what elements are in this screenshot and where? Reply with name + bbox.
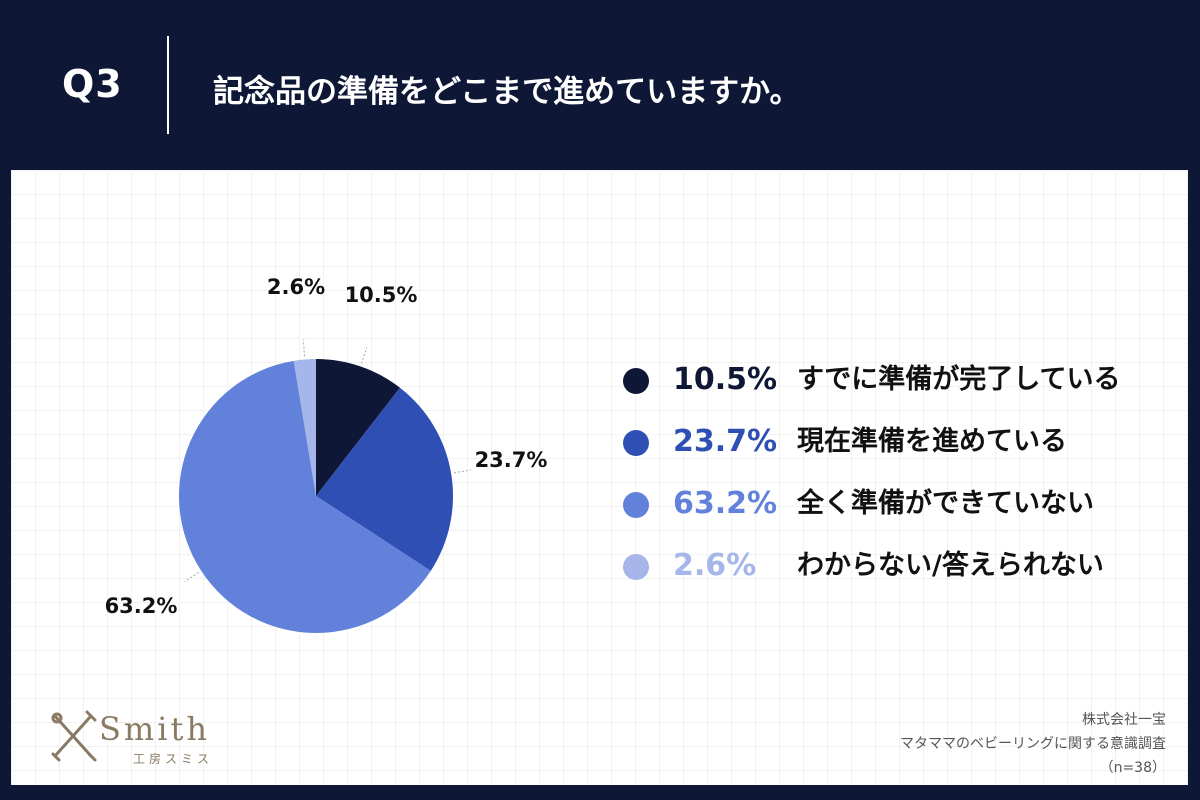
legend-dot [623, 492, 649, 518]
chart-panel: 10.5% 23.7% 63.2% 2.6% 10.5% すでに準備が完了している 2… [11, 170, 1188, 785]
data-label: 23.7% [475, 448, 548, 472]
question-number: Q3 [62, 62, 123, 106]
legend-label: すでに準備が完了している [797, 364, 1121, 395]
data-label: 2.6% [267, 275, 325, 299]
legend-item-not-prepared: 63.2% 全く準備ができていない [623, 484, 1183, 524]
header-divider [167, 36, 169, 134]
legend-dot [623, 430, 649, 456]
leader-line [184, 572, 200, 583]
legend-label: 現在準備を進めている [797, 426, 1067, 457]
question-title: 記念品の準備をどこまで進めていますか。 [213, 74, 801, 110]
legend-value: 23.7% [673, 424, 778, 459]
data-label: 63.2% [105, 594, 178, 618]
legend-item-completed: 10.5% すでに準備が完了している [623, 360, 1183, 400]
source-survey: マタママのベビーリングに関する意識調査 [900, 736, 1166, 752]
pie-chart: 10.5% 23.7% 63.2% 2.6% [105, 275, 548, 634]
source-sample: （n=38） [1099, 760, 1166, 776]
leader-line [360, 347, 368, 364]
legend-dot [623, 368, 649, 394]
brand-name: Smith [99, 710, 210, 748]
pie-slice-3 [293, 359, 316, 496]
legend-dot [623, 554, 649, 580]
pie-slice-0 [316, 359, 400, 496]
legend-value: 2.6% [673, 548, 757, 583]
legend-item-in-progress: 23.7% 現在準備を進めている [623, 422, 1183, 462]
data-label: 10.5% [345, 283, 418, 307]
pie-slice-2 [178, 360, 431, 634]
brand-logo: Smith 工房スミス [49, 708, 249, 768]
source-company: 株式会社一宝 [1082, 712, 1166, 728]
leader-line [453, 469, 471, 474]
legend-label: わからない/答えられない [797, 550, 1104, 581]
legend-label: 全く準備ができていない [797, 488, 1094, 519]
legend-value: 10.5% [673, 362, 778, 397]
crossed-tools-icon [51, 710, 97, 762]
leader-line [302, 339, 306, 357]
legend-value: 63.2% [673, 486, 778, 521]
brand-subtitle: 工房スミス [133, 752, 214, 766]
header: Q3 記念品の準備をどこまで進めていますか。 [0, 0, 1200, 170]
pie-slice-1 [316, 387, 453, 571]
source-note: 株式会社一宝 マタママのベビーリングに関する意識調査 （n=38） [900, 708, 1166, 780]
legend-item-unknown: 2.6% わからない/答えられない [623, 546, 1183, 586]
